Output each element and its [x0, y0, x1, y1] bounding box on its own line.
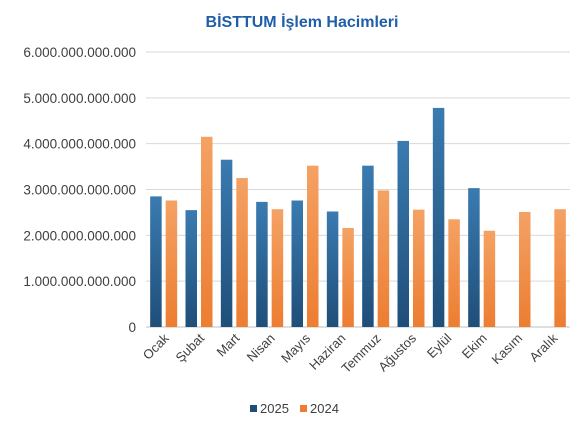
x-tick-label: Eylül [424, 330, 455, 361]
bar-2024-10 [519, 211, 531, 327]
x-tick-label: Mart [213, 330, 242, 359]
bar-2025-9 [468, 188, 480, 327]
y-tick-label: 2.000.000.000.000 [23, 228, 136, 243]
bars [150, 107, 566, 328]
bar-2025-2 [220, 159, 233, 327]
legend: 2025 2024 [250, 401, 339, 416]
bar-2025-5 [326, 211, 339, 327]
bar-2024-4 [307, 165, 319, 327]
y-tick-label: 4.000.000.000.000 [23, 137, 136, 152]
x-tick-label: Temmuz [338, 331, 383, 376]
bar-2024-7 [413, 209, 425, 327]
legend-label-2025: 2025 [260, 401, 289, 416]
bar-2025-0 [150, 196, 162, 327]
bar-2025-7 [397, 140, 409, 327]
x-tick-label: Nisan [244, 331, 278, 365]
bar-2024-9 [483, 230, 496, 327]
bar-2025-6 [362, 165, 374, 327]
x-tick-label: Ekim [459, 331, 490, 362]
chart-title: BİSTTUM İşlem Hacimleri [206, 13, 399, 31]
x-tick-label: Kasım [488, 331, 525, 368]
gridlines [146, 51, 570, 328]
x-tick-label: Aralık [526, 330, 560, 364]
x-tick-label: Şubat [172, 330, 207, 365]
y-tick-label: 6.000.000.000.000 [23, 45, 136, 60]
bar-2024-3 [271, 209, 284, 327]
y-tick-label: 3.000.000.000.000 [23, 183, 136, 198]
x-tick-label: Ocak [140, 330, 172, 362]
y-tick-label: 0 [128, 320, 136, 335]
bar-2025-1 [185, 210, 197, 327]
bar-2024-6 [377, 190, 390, 327]
bar-2025-3 [256, 201, 268, 327]
bar-2024-8 [448, 219, 460, 327]
bar-2025-8 [432, 107, 445, 328]
legend-label-2024: 2024 [310, 401, 339, 416]
bar-2024-1 [201, 136, 213, 327]
y-tick-label: 5.000.000.000.000 [23, 91, 136, 106]
y-axis-tick-labels: 0 1.000.000.000.000 2.000.000.000.000 3.000… [23, 45, 136, 335]
legend-swatch-2025 [250, 405, 257, 412]
bar-2025-4 [291, 200, 303, 327]
legend-swatch-2024 [300, 405, 307, 412]
bar-2024-2 [236, 178, 248, 327]
x-tick-label: Ağustos [375, 330, 419, 374]
bar-2024-5 [342, 228, 354, 327]
y-tick-label: 1.000.000.000.000 [23, 274, 136, 289]
bar-2024-0 [165, 200, 178, 327]
bar-2024-11 [554, 209, 566, 327]
x-axis-tick-labels: Ocak Şubat Mart Nisan MayısHaziranTemmuzAğus… [140, 330, 561, 376]
